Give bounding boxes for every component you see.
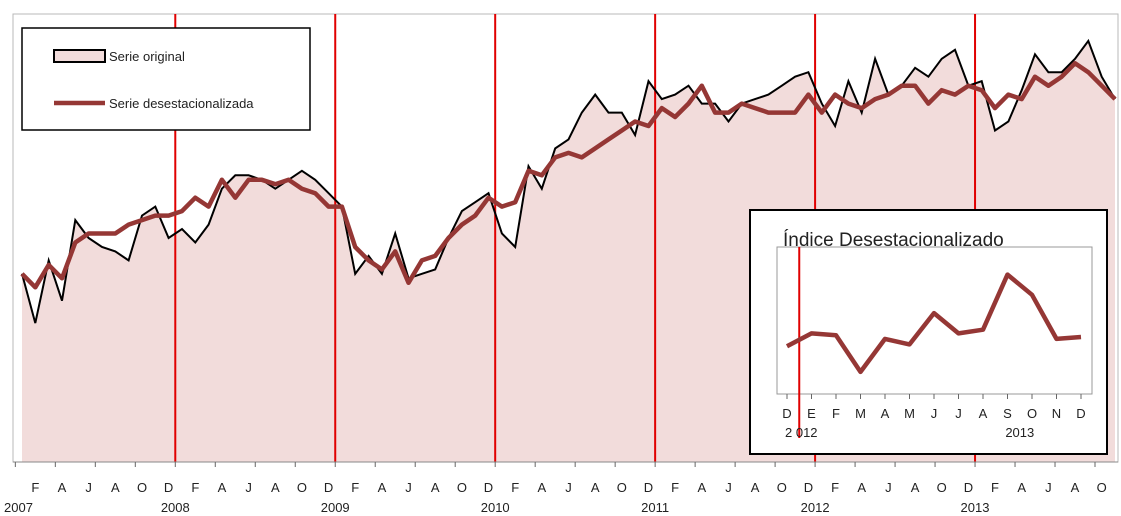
x-month-label: J <box>85 480 92 495</box>
legend-label-original: Serie original <box>109 49 185 64</box>
x-month-label: F <box>351 480 359 495</box>
x-month-label: D <box>324 480 333 495</box>
inset-month-label: N <box>1052 406 1061 421</box>
inset-month-label: M <box>904 406 915 421</box>
x-month-label: A <box>378 480 387 495</box>
legend-label-sa: Serie desestacionalizada <box>109 96 254 111</box>
x-month-label: D <box>644 480 653 495</box>
x-year-label: 2013 <box>961 500 990 515</box>
x-month-label: O <box>297 480 307 495</box>
x-year-label: 2010 <box>481 500 510 515</box>
inset-title: Índice Desestacionalizado <box>783 230 1004 251</box>
x-month-label: A <box>1071 480 1080 495</box>
inset-month-label: J <box>955 406 962 421</box>
inset-year-label: 2013 <box>1005 425 1034 440</box>
legend: Serie original Serie desestacionalizada <box>21 27 311 131</box>
inset-month-label: O <box>1027 406 1037 421</box>
x-year-label: 2007 <box>4 500 33 515</box>
x-month-label: A <box>271 480 280 495</box>
x-year-label: 2012 <box>801 500 830 515</box>
x-month-label: J <box>405 480 412 495</box>
inset-year-label: 2 012 <box>785 425 818 440</box>
x-year-label: 2008 <box>161 500 190 515</box>
inset-month-label: F <box>832 406 840 421</box>
x-month-label: A <box>218 480 227 495</box>
x-month-label: F <box>671 480 679 495</box>
x-month-label: J <box>565 480 572 495</box>
legend-box <box>21 27 311 131</box>
inset-month-label: M <box>855 406 866 421</box>
x-month-label: O <box>1097 480 1107 495</box>
x-month-label: D <box>484 480 493 495</box>
x-month-label: O <box>617 480 627 495</box>
inset-month-label: J <box>931 406 938 421</box>
x-month-label: A <box>857 480 866 495</box>
x-month-label: F <box>511 480 519 495</box>
x-axis-year-labels: 2007 2008 2009 2010 2011 2012 2013 <box>4 500 989 515</box>
inset-plot-frame <box>776 246 1093 395</box>
inset-month-label: D <box>782 406 791 421</box>
x-month-label: F <box>191 480 199 495</box>
x-month-label: A <box>111 480 120 495</box>
x-month-label: A <box>537 480 546 495</box>
x-month-label: A <box>1017 480 1026 495</box>
x-month-label: A <box>58 480 67 495</box>
x-month-label: F <box>991 480 999 495</box>
legend-swatch-original <box>53 49 106 63</box>
x-month-label: J <box>245 480 252 495</box>
x-month-label: O <box>137 480 147 495</box>
inset-month-label: A <box>881 406 890 421</box>
inset-sa-line <box>785 272 1082 375</box>
x-month-label: A <box>431 480 440 495</box>
inset-month-label: D <box>1076 406 1085 421</box>
x-month-label: O <box>937 480 947 495</box>
x-month-label: D <box>164 480 173 495</box>
x-month-label: J <box>1045 480 1052 495</box>
inset-month-label: A <box>979 406 988 421</box>
x-month-label: O <box>457 480 467 495</box>
x-month-label: A <box>751 480 760 495</box>
inset-month-label: E <box>807 406 816 421</box>
x-month-label: A <box>911 480 920 495</box>
x-month-label: A <box>591 480 600 495</box>
x-year-label: 2009 <box>321 500 350 515</box>
x-month-label: O <box>777 480 787 495</box>
sa-series-line <box>20 61 1117 290</box>
x-month-label: D <box>964 480 973 495</box>
x-month-label: F <box>31 480 39 495</box>
x-month-label: D <box>804 480 813 495</box>
x-year-label: 2011 <box>641 500 669 515</box>
inset-x-ticks <box>786 394 1082 399</box>
inset-month-label: S <box>1003 406 1012 421</box>
original-series-line <box>21 38 1116 324</box>
x-month-label: J <box>885 480 892 495</box>
x-axis-ticks <box>14 462 1096 467</box>
inset-year-labels: 2 012 2013 <box>785 425 1034 440</box>
x-month-label: F <box>831 480 839 495</box>
x-month-label: A <box>697 480 706 495</box>
x-month-label: J <box>725 480 732 495</box>
